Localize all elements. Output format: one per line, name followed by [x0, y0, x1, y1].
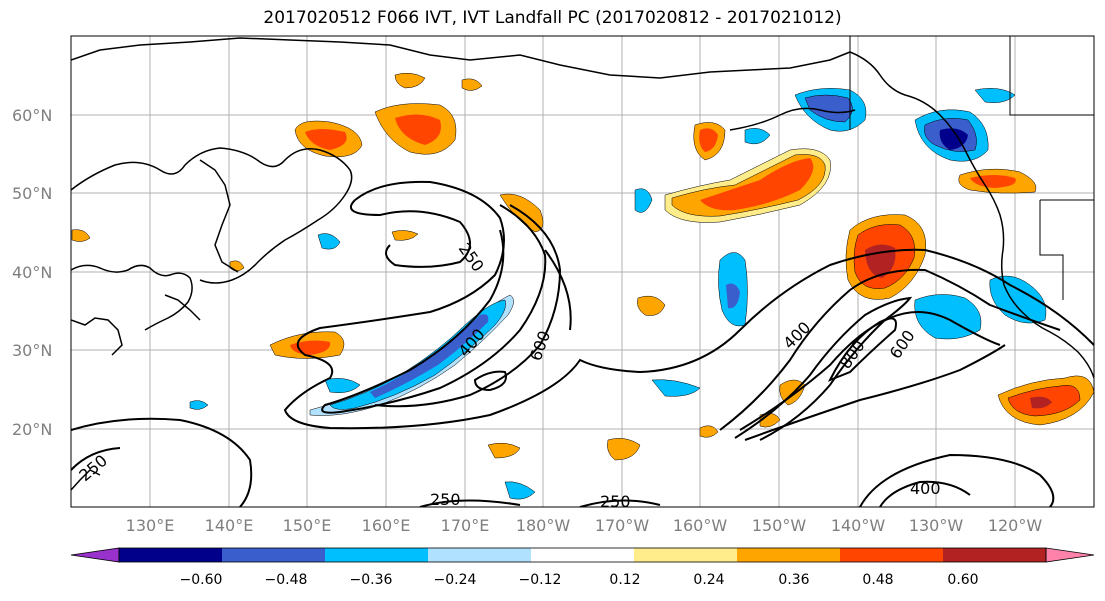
colorbar-segment	[119, 548, 223, 562]
lat-label-20n: 20°N	[12, 420, 52, 439]
lon-label: 170°E	[441, 516, 490, 535]
borders	[849, 36, 1094, 300]
colorbar-extend-low	[70, 547, 120, 563]
ivt-contours	[71, 180, 1094, 507]
colorbar-segment	[428, 548, 532, 562]
lon-label: 140°W	[831, 516, 886, 535]
latitude-labels: 60°N 50°N 40°N 30°N 20°N	[12, 106, 52, 439]
colorbar-segment	[634, 548, 738, 562]
shaded-patches	[71, 72, 1094, 500]
colorbar-tick-label: −0.36	[350, 572, 393, 588]
colorbar-segment	[222, 548, 326, 562]
lon-label: 150°E	[283, 516, 332, 535]
colorbar-tick-label: −0.48	[265, 572, 308, 588]
map-frame	[70, 35, 1095, 508]
colorbar-tick-label: −0.60	[180, 572, 223, 588]
map-title: 2017020512 F066 IVT, IVT Landfall PC (20…	[263, 8, 842, 28]
longitude-labels: 130°E 140°E 150°E 160°E 170°E 180°W 170°…	[126, 516, 1043, 535]
colorbar-tick-label: 0.12	[609, 572, 640, 588]
colorbar-segment	[531, 548, 635, 562]
lon-label: 120°W	[988, 516, 1043, 535]
colorbar-segment	[325, 548, 429, 562]
colorbar	[70, 547, 1095, 563]
colorbar-segment	[737, 548, 841, 562]
lon-label: 160°E	[362, 516, 411, 535]
lon-label: 130°E	[126, 516, 175, 535]
lon-label: 150°W	[752, 516, 807, 535]
contour-label: 250	[600, 492, 631, 511]
lat-label-40n: 40°N	[12, 263, 52, 282]
colorbar-segment	[840, 548, 944, 562]
coastlines	[71, 37, 1094, 491]
colorbar-tick-label: −0.12	[519, 572, 562, 588]
lon-label: 160°W	[673, 516, 728, 535]
contour-label: 400	[910, 479, 941, 498]
colorbar-frame	[118, 547, 1047, 563]
colorbar-tick-label: −0.24	[434, 572, 477, 588]
lon-label: 130°W	[909, 516, 964, 535]
lon-label: 170°W	[595, 516, 650, 535]
colorbar-tick-label: 0.60	[947, 572, 978, 588]
lat-label-60n: 60°N	[12, 106, 52, 125]
colorbar-tick-label: 0.48	[862, 572, 893, 588]
colorbar-extend-high	[1045, 547, 1095, 563]
lat-label-30n: 30°N	[12, 341, 52, 360]
lon-label: 140°E	[205, 516, 254, 535]
lon-label: 180°W	[516, 516, 571, 535]
colorbar-tick-label: 0.36	[778, 572, 809, 588]
contour-label: 250	[430, 490, 461, 509]
colorbar-tick-label: 0.24	[693, 572, 724, 588]
colorbar-ticks: −0.60 −0.48 −0.36 −0.24 −0.12 0.12 0.24 …	[180, 572, 979, 588]
lat-label-50n: 50°N	[12, 184, 52, 203]
colorbar-segment	[943, 548, 1047, 562]
